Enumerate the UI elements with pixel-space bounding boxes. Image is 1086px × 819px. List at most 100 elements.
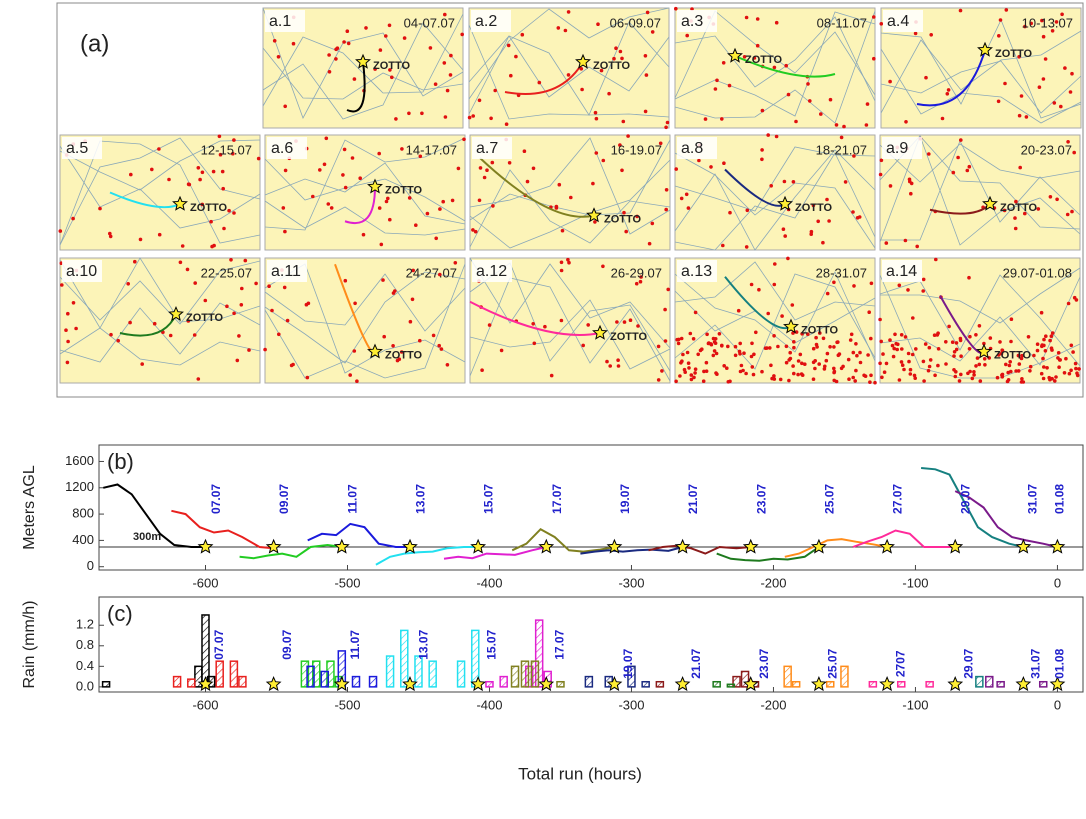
map-tile: ZOTTO a.12 26-29.07 <box>469 257 671 384</box>
fire-dot <box>391 344 395 348</box>
fire-dot <box>664 188 669 192</box>
fire-dot <box>1008 360 1012 364</box>
fire-dot <box>514 54 518 59</box>
fire-dot <box>696 352 700 357</box>
map-river <box>674 149 876 251</box>
fire-dot <box>1020 377 1024 381</box>
rain-bar <box>400 629 409 688</box>
fire-dot <box>817 362 821 366</box>
fire-dot <box>379 242 384 247</box>
fire-dot <box>933 373 937 378</box>
fire-dot <box>1019 356 1024 361</box>
map-tile: ZOTTO a.7 16-19.07 <box>469 134 671 251</box>
station-star <box>355 53 371 69</box>
fire-dot <box>738 352 742 356</box>
fire-dot <box>968 334 972 339</box>
map-dates: 04-07.07 <box>404 15 455 30</box>
fire-dot <box>700 347 704 351</box>
fire-dot <box>774 134 779 139</box>
rain-bar <box>655 680 665 688</box>
fire-dot <box>638 279 643 284</box>
fire-dot <box>531 166 536 171</box>
fire-dot <box>66 311 70 316</box>
fire-dot <box>688 331 693 336</box>
fire-dot <box>467 115 472 120</box>
station-star <box>575 53 591 69</box>
fire-dot <box>353 301 357 306</box>
y-tick-label: 800 <box>72 506 94 521</box>
fire-dot <box>382 334 386 339</box>
fire-dot <box>1020 353 1024 358</box>
fire-dot <box>327 70 332 74</box>
marker-star <box>265 538 282 554</box>
date-label: 25.07 <box>825 648 839 678</box>
fire-dot <box>433 82 438 86</box>
station-star <box>168 306 184 321</box>
fire-dot <box>788 350 792 355</box>
fire-dot <box>900 347 904 351</box>
fire-dot <box>854 342 858 346</box>
fire-dot <box>614 46 618 50</box>
map-id: a.1 <box>269 13 291 30</box>
fire-dot <box>209 219 213 224</box>
fire-dot <box>848 338 853 342</box>
fire-dot <box>774 20 779 25</box>
map-river <box>468 35 670 98</box>
fire-dot <box>334 57 338 61</box>
fire-dot <box>167 177 171 182</box>
fire-dot <box>891 354 896 359</box>
x-tick-label: -600 <box>192 575 218 590</box>
fire-dot <box>908 179 912 184</box>
fire-dot <box>1049 346 1054 350</box>
fire-dot <box>232 138 236 142</box>
fire-dot <box>489 116 493 121</box>
marker-star <box>742 538 759 554</box>
map-river <box>674 146 876 212</box>
fire-dot <box>306 301 311 306</box>
fire-dot <box>263 347 267 352</box>
fire-dot <box>924 75 928 80</box>
fire-dot <box>864 123 869 127</box>
station-label: ZOTTO <box>186 312 224 324</box>
fire-dot <box>408 319 413 324</box>
fire-dot <box>983 363 987 367</box>
fire-dot <box>666 287 670 292</box>
fire-dot <box>305 375 310 380</box>
fire-dot <box>532 341 537 346</box>
fire-dot <box>537 80 542 85</box>
date-label: 29.07 <box>959 484 973 514</box>
fire-dot <box>750 365 755 369</box>
fire-dot <box>835 340 839 345</box>
fire-dot <box>806 82 810 86</box>
marker-star <box>538 676 555 692</box>
fire-dot <box>867 310 871 314</box>
fire-dot <box>1050 331 1055 335</box>
fire-dot <box>982 341 986 346</box>
fire-dot <box>849 332 854 337</box>
fire-dot <box>203 298 208 303</box>
fire-dot <box>832 280 836 285</box>
fire-dot <box>674 167 678 171</box>
fire-dot <box>322 162 327 167</box>
fire-dot <box>786 256 790 261</box>
fire-dot <box>456 166 461 171</box>
fire-dot <box>1069 343 1074 348</box>
fire-dot <box>196 166 201 170</box>
marker-star <box>947 538 964 554</box>
x-tick-label: -500 <box>334 575 360 590</box>
y-tick-label: 1.2 <box>76 617 94 632</box>
rain-bar <box>229 660 239 688</box>
fire-dot <box>787 378 791 383</box>
fire-dot <box>231 151 235 156</box>
fire-dot <box>1041 356 1045 361</box>
fire-dot <box>1026 335 1031 339</box>
fire-dot <box>1050 29 1055 33</box>
fire-dot <box>1056 351 1061 355</box>
fire-dot <box>1042 365 1046 369</box>
fire-dot <box>624 229 628 234</box>
fire-dot <box>283 104 287 109</box>
map-id-box <box>267 260 307 282</box>
fire-dot <box>703 117 708 121</box>
height-line <box>171 509 274 550</box>
rain-bar <box>996 680 1005 688</box>
